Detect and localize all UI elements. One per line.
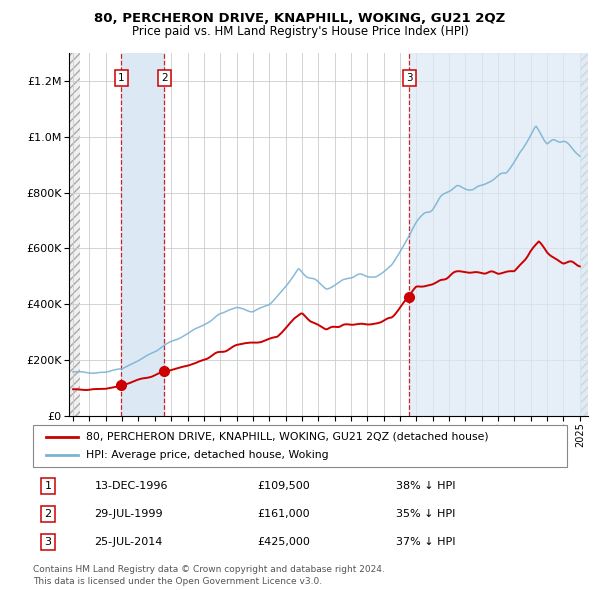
- Bar: [581, 53, 588, 416]
- Text: 2: 2: [161, 73, 167, 83]
- Text: 25-JUL-2014: 25-JUL-2014: [94, 537, 163, 547]
- Text: 3: 3: [44, 537, 52, 547]
- Text: 80, PERCHERON DRIVE, KNAPHILL, WOKING, GU21 2QZ (detached house): 80, PERCHERON DRIVE, KNAPHILL, WOKING, G…: [86, 432, 489, 442]
- Text: 1: 1: [118, 73, 125, 83]
- Text: 29-JUL-1999: 29-JUL-1999: [94, 509, 163, 519]
- Bar: [69, 53, 80, 416]
- Text: 80, PERCHERON DRIVE, KNAPHILL, WOKING, GU21 2QZ: 80, PERCHERON DRIVE, KNAPHILL, WOKING, G…: [94, 12, 506, 25]
- Text: 37% ↓ HPI: 37% ↓ HPI: [396, 537, 455, 547]
- Text: 38% ↓ HPI: 38% ↓ HPI: [396, 481, 455, 491]
- Text: 1: 1: [44, 481, 52, 491]
- Text: This data is licensed under the Open Government Licence v3.0.: This data is licensed under the Open Gov…: [33, 577, 322, 586]
- Text: HPI: Average price, detached house, Woking: HPI: Average price, detached house, Woki…: [86, 450, 329, 460]
- Text: £161,000: £161,000: [257, 509, 310, 519]
- Text: 13-DEC-1996: 13-DEC-1996: [94, 481, 168, 491]
- Text: Contains HM Land Registry data © Crown copyright and database right 2024.: Contains HM Land Registry data © Crown c…: [33, 565, 385, 574]
- Text: £109,500: £109,500: [257, 481, 310, 491]
- Bar: [121, 53, 164, 416]
- Text: 2: 2: [44, 509, 52, 519]
- Bar: [409, 53, 588, 416]
- Text: 3: 3: [406, 73, 413, 83]
- Text: Price paid vs. HM Land Registry's House Price Index (HPI): Price paid vs. HM Land Registry's House …: [131, 25, 469, 38]
- Text: £425,000: £425,000: [257, 537, 310, 547]
- Text: 35% ↓ HPI: 35% ↓ HPI: [396, 509, 455, 519]
